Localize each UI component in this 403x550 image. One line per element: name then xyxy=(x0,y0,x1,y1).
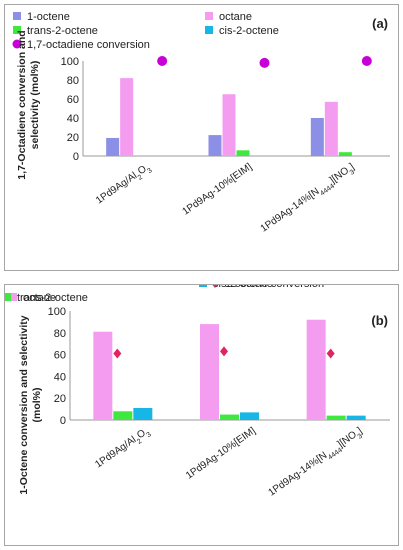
chart-a-legend-label: trans-2-octene xyxy=(27,25,98,37)
chart-a-legend-swatch xyxy=(205,26,213,34)
chart-b-y-tick-label: 20 xyxy=(54,393,66,405)
chart-b-bar xyxy=(220,414,239,420)
chart-a-bar xyxy=(324,101,338,156)
chart-b-x-tick-part: ][NO xyxy=(336,429,359,450)
chart-b-point xyxy=(326,348,335,359)
chart-b-bar xyxy=(306,319,326,420)
chart-a-bar xyxy=(338,152,352,156)
chart-a-x-tick-label: 1Pd9Ag-10%[EIM] xyxy=(181,161,255,217)
chart-a-y-tick-label: 60 xyxy=(67,94,79,106)
chart-a-legend-item: 1,7-octadiene conversion xyxy=(12,39,150,51)
chart-b-x-tick-part: 1Pd9Ag-10%[EIM] xyxy=(184,425,258,481)
chart-a-y-axis-label: 1,7-Octadiene conversion andselectivity … xyxy=(16,30,41,179)
chart-b-bar xyxy=(93,331,113,420)
chart-b-point xyxy=(113,348,122,359)
chart-b-legend-swatch xyxy=(9,293,17,301)
chart-b-legend-marker xyxy=(212,285,218,288)
chart-b-legend-label: 1-octene conversion xyxy=(225,285,324,290)
chart-b-y-axis-label-line: (mol%) xyxy=(31,388,43,423)
chart-a-bar xyxy=(120,78,134,156)
chart-b-y-tick-label: 100 xyxy=(48,306,66,318)
chart-b-legend-label: trans-2-octene xyxy=(17,292,88,304)
chart-a-legend-swatch xyxy=(13,26,21,34)
chart-a-bar xyxy=(208,135,222,156)
chart-a-x-tick-label: 1Pd9Ag/Al2O3 xyxy=(94,161,153,208)
chart-b-y-tick-label: 0 xyxy=(60,415,66,427)
chart-a-bar xyxy=(310,118,324,156)
chart-a-bar xyxy=(222,94,236,156)
chart-a-x-tick-sub: 3 xyxy=(348,168,355,176)
chart-a-y-axis-label-line: selectivity (mol%) xyxy=(29,61,41,150)
chart-a-bar xyxy=(106,137,120,156)
chart-b-x-tick-part: ] xyxy=(356,425,365,436)
chart-a-legend-item: 1-octene xyxy=(13,11,70,23)
chart-b-x-tick-sub: 3 xyxy=(356,432,363,440)
chart-a-point xyxy=(361,56,372,66)
chart-b-point xyxy=(220,346,228,357)
chart-b-legend-item: 1-octene conversion xyxy=(212,285,324,290)
chart-b-x-tick-part: 1Pd9Ag-14%[N xyxy=(267,450,330,499)
chart-a-legend-item: trans-2-octene xyxy=(13,25,98,37)
chart-a-x-tick-part: 1Pd9Ag-10%[EIM] xyxy=(181,161,255,217)
chart-b-y-tick-label: 80 xyxy=(54,328,66,340)
chart-a-legend-label: 1,7-octadiene conversion xyxy=(27,39,150,51)
chart-b-bar xyxy=(346,415,366,420)
chart-b-legend-item: cis-2-octene xyxy=(199,285,273,290)
chart-a-legend-marker xyxy=(12,39,22,49)
chart-b-legend-item: trans-2-octene xyxy=(5,292,88,304)
chart-b-x-tick-label: 1Pd9Ag-14%[N4444][NO3] xyxy=(267,425,366,500)
chart-a-y-tick-label: 0 xyxy=(73,151,79,163)
chart-a-point xyxy=(157,56,168,66)
chart-a-svg: 1-octene octane trans-2-octene cis-2-octene… xyxy=(12,11,390,236)
chart-a-bar xyxy=(236,150,250,156)
chart-a-y-tick-label: 40 xyxy=(67,113,79,125)
chart-b-x-tick-sub: 2 xyxy=(136,437,143,445)
chart-a-legend-item: octane xyxy=(205,11,252,23)
chart-a-y-axis-label-line: 1,7-Octadiene conversion and xyxy=(16,30,28,179)
chart-a-x-tick-label: 1Pd9Ag-14%[N4444][NO3] xyxy=(259,161,358,236)
chart-b-legend-label: octane xyxy=(23,292,56,304)
chart-b-bar xyxy=(326,415,346,420)
chart-b-panel-label: (b) xyxy=(371,313,388,328)
chart-a-x-tick-part: ] xyxy=(348,161,357,172)
chart-b-x-tick-part: 1Pd9Ag/Al xyxy=(93,434,138,470)
chart-b-bar xyxy=(240,412,259,420)
chart-a-y-tick-label: 80 xyxy=(67,75,79,87)
chart-a-x-tick-part: ][NO xyxy=(328,165,351,186)
chart-a-x-tick-part: 1Pd9Ag/Al xyxy=(94,170,139,206)
chart-b-bar xyxy=(113,411,133,420)
chart-a-legend-swatch xyxy=(205,12,213,20)
chart-b-x-tick-label: 1Pd9Ag-10%[EIM] xyxy=(184,425,258,481)
chart-b-bar xyxy=(133,408,153,420)
chart-b-legend-label: cis-2-octene xyxy=(213,285,273,290)
chart-a-panel-label: (a) xyxy=(372,16,388,31)
chart-b-y-tick-label: 40 xyxy=(54,371,66,383)
chart-a-y-tick-label: 100 xyxy=(61,56,79,68)
chart-a-x-tick-sub: 2 xyxy=(137,173,144,181)
chart-a-point xyxy=(259,57,270,68)
chart-b-x-tick-label: 1Pd9Ag/Al2O3 xyxy=(93,425,152,472)
chart-a-legend-label: cis-2-octene xyxy=(219,25,279,37)
chart-a-legend-swatch xyxy=(13,12,21,20)
chart-b-y-tick-label: 60 xyxy=(54,350,66,362)
chart-b-x-tick-sub: 3 xyxy=(145,431,152,439)
chart-a-y-tick-label: 20 xyxy=(67,132,79,144)
chart-b-legend-item: octane xyxy=(9,292,56,304)
chart-b-y-axis-label: 1-Octene conversion and selectivity(mol%… xyxy=(18,315,43,494)
chart-panel-a: 1-octene octane trans-2-octene cis-2-octene… xyxy=(4,4,399,271)
chart-a-x-tick-sub: 3 xyxy=(146,167,153,175)
chart-a-x-tick-part: 1Pd9Ag-14%[N xyxy=(259,186,322,235)
chart-b-y-axis-label-line: 1-Octene conversion and selectivity xyxy=(18,315,30,494)
chart-b-bar xyxy=(200,324,219,420)
chart-b-legend-swatch xyxy=(5,293,11,301)
chart-a-legend-item: cis-2-octene xyxy=(205,25,279,37)
chart-b-legend-swatch xyxy=(199,285,207,287)
chart-a-legend-label: 1-octene xyxy=(27,11,70,23)
chart-a-legend-label: octane xyxy=(219,11,252,23)
